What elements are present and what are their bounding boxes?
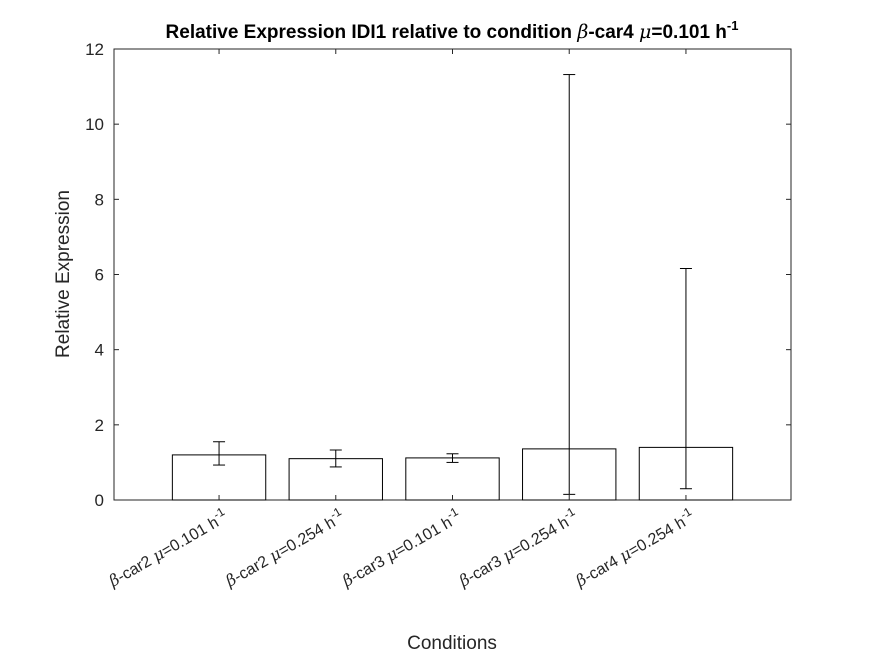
chart-title: Relative Expression IDI1 relative to con… [166, 18, 739, 43]
plot-area-box [113, 48, 792, 501]
x-tick-label-rate: =0.254 h [276, 514, 339, 560]
x-tick-label: β-car2 μ=0.101 h-1 [103, 504, 231, 591]
title-value: =0.101 h [651, 22, 727, 43]
x-tick-label-rate: =0.101 h [159, 514, 222, 560]
y-tick-label: 6 [95, 266, 104, 285]
y-tick-label: 2 [95, 416, 104, 435]
x-axis-ticks: β-car2 μ=0.101 h-1β-car2 μ=0.254 h-1β-ca… [103, 49, 698, 591]
bar [405, 457, 500, 501]
x-tick-label: β-car4 μ=0.254 h-1 [570, 504, 698, 591]
title-mu-symbol: μ [639, 21, 651, 43]
x-tick-label-rate: =0.254 h [626, 514, 689, 560]
y-tick-label: 4 [95, 341, 104, 360]
y-axis-label: Relative Expression [53, 190, 74, 358]
y-tick-label: 8 [95, 190, 104, 209]
y-tick-label: 0 [95, 491, 104, 510]
title-beta-symbol: β [576, 21, 588, 43]
x-axis-label: Conditions [407, 633, 497, 654]
x-tick-label: β-car3 μ=0.101 h-1 [337, 504, 465, 591]
x-tick-label: β-car2 μ=0.254 h-1 [220, 504, 348, 591]
x-tick-label: β-car3 μ=0.254 h-1 [453, 504, 581, 591]
title-gene: -car4 [588, 22, 639, 43]
x-tick-label-rate: =0.101 h [392, 514, 455, 560]
y-axis-ticks: 0 2 4 6 8 10 12 [85, 40, 791, 510]
title-prefix: Relative Expression IDI1 relative to con… [166, 22, 578, 43]
error-bars-group [213, 74, 692, 495]
y-tick-label: 10 [85, 115, 104, 134]
title-exponent: -1 [727, 18, 739, 33]
x-tick-label-rate: =0.254 h [509, 514, 572, 560]
y-tick-label: 12 [85, 40, 104, 59]
